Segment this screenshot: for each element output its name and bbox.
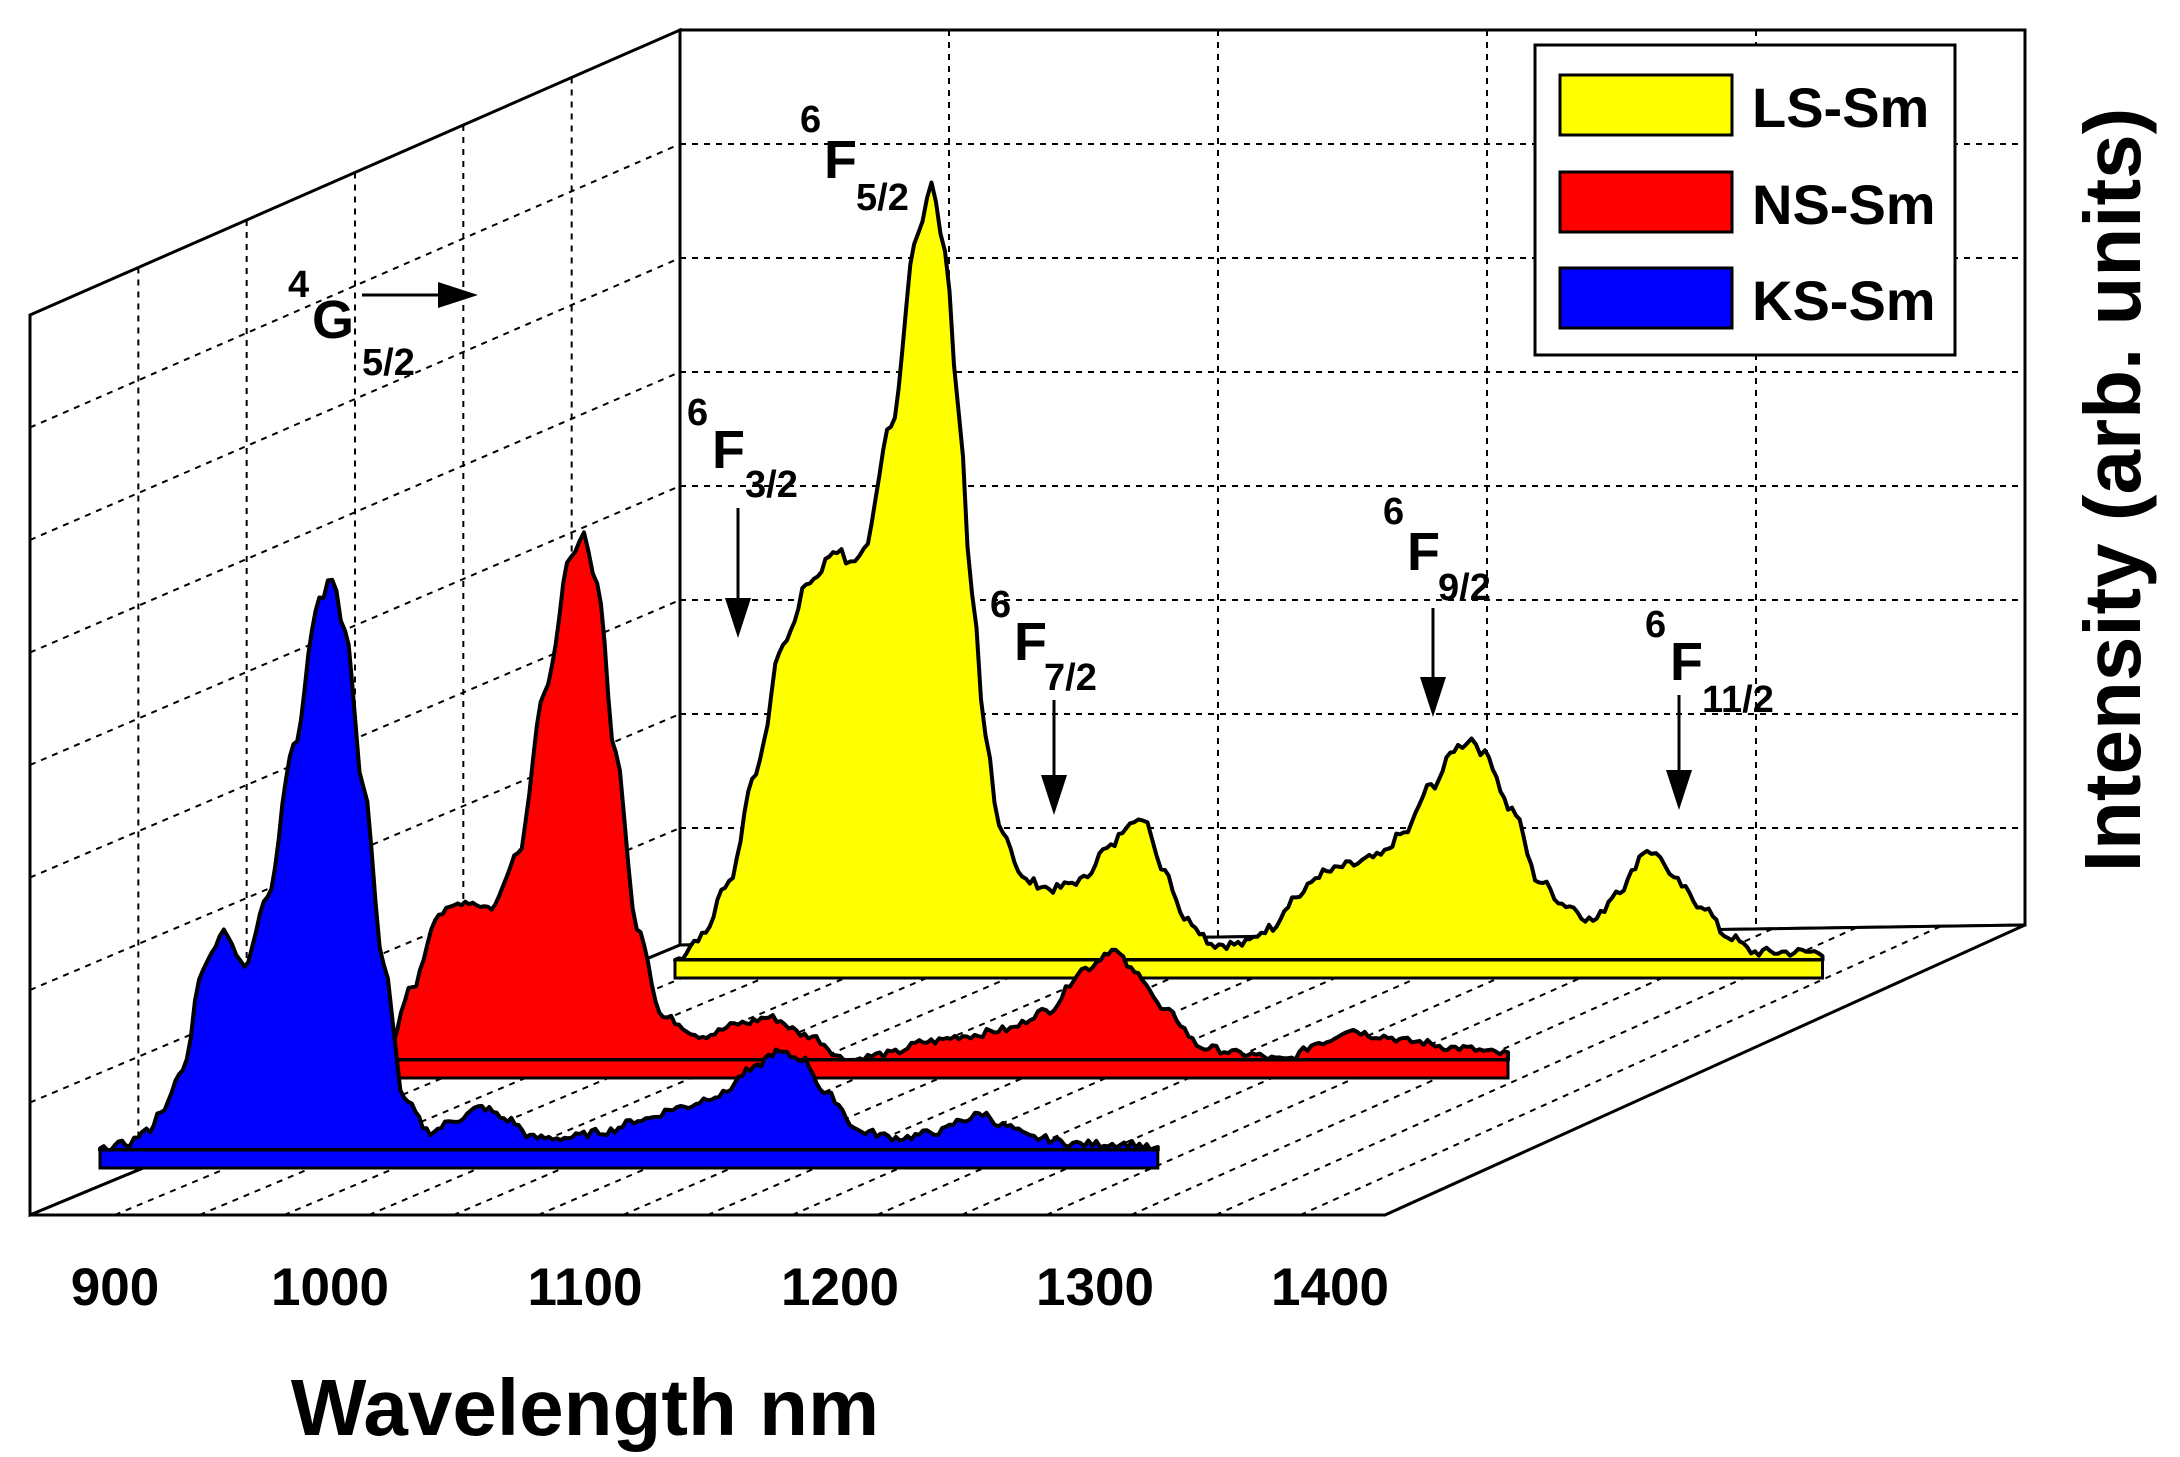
x-axis-ticks: 900 1000 1100 1200 1300 1400 xyxy=(71,1258,1389,1317)
annotation-6f72: 6 F 7/2 xyxy=(990,584,1097,815)
arrow-head-icon xyxy=(438,282,478,308)
grid-line xyxy=(29,485,681,766)
series-ns-sm xyxy=(384,530,1510,1080)
grid-line xyxy=(1299,925,1942,1216)
series-baseline xyxy=(673,958,1824,980)
annotation-superscript: 6 xyxy=(1645,604,1666,646)
annotation-letter: G xyxy=(312,290,354,350)
legend-label-ls-sm: LS-Sm xyxy=(1752,76,1929,139)
annotation-subscript: 9/2 xyxy=(1438,567,1491,609)
x-tick-label: 1400 xyxy=(1271,1258,1389,1317)
x-axis-label: Wavelength nm xyxy=(291,1363,879,1452)
arrow-head-icon xyxy=(1041,775,1067,815)
series-baseline xyxy=(98,1148,1160,1170)
grid-line xyxy=(29,257,681,541)
annotation-6f32: 6 F 3/2 xyxy=(687,392,798,638)
legend-swatch-ns-sm xyxy=(1558,170,1734,234)
annotation-letter: F xyxy=(1670,632,1703,692)
annotation-6f112: 6 F 11/2 xyxy=(1645,604,1774,810)
annotation-letter: F xyxy=(824,130,857,190)
legend-swatch-ls-sm xyxy=(1558,73,1734,137)
arrow-head-icon xyxy=(1420,677,1446,717)
x-tick-label: 1000 xyxy=(271,1258,389,1317)
series-area xyxy=(384,530,1510,1062)
arrow-head-icon xyxy=(725,598,751,638)
x-tick-label: 1100 xyxy=(528,1258,643,1317)
annotation-superscript: 6 xyxy=(990,584,1011,626)
arrow-head-icon xyxy=(1666,770,1692,810)
annotation-subscript: 5/2 xyxy=(856,177,909,219)
annotations: 4 G 5/2 6 F 5/2 6 F 3/2 6 F 7/2 6 F xyxy=(288,99,1774,815)
x-tick-label: 1300 xyxy=(1036,1258,1154,1317)
annotation-subscript: 5/2 xyxy=(362,342,415,384)
series-ks-sm xyxy=(98,577,1160,1170)
y-axis-label: Intensity (arb. units) xyxy=(2068,108,2157,873)
series-area xyxy=(673,180,1825,962)
legend-label-ns-sm: NS-Sm xyxy=(1752,173,1936,236)
annotation-subscript: 11/2 xyxy=(1702,679,1774,721)
x-tick-label: 900 xyxy=(71,1258,159,1317)
annotation-6f92: 6 F 9/2 xyxy=(1383,491,1491,717)
legend-label-ks-sm: KS-Sm xyxy=(1752,269,1936,332)
annotation-superscript: 4 xyxy=(288,264,309,306)
series-area xyxy=(98,577,1160,1152)
grid-line xyxy=(1215,926,1858,1216)
annotation-letter: F xyxy=(1014,612,1047,672)
series-ls-sm xyxy=(673,180,1825,980)
annotation-6f52: 6 F 5/2 xyxy=(800,99,909,219)
annotation-4g52: 4 G 5/2 xyxy=(288,264,478,384)
legend: LS-Sm NS-Sm KS-Sm xyxy=(1533,43,1957,357)
series-baseline xyxy=(384,1058,1510,1080)
legend-swatch-ks-sm xyxy=(1558,266,1734,330)
annotation-subscript: 3/2 xyxy=(745,464,798,506)
annotation-letter: F xyxy=(712,420,745,480)
annotation-subscript: 7/2 xyxy=(1044,657,1097,699)
x-tick-label: 1200 xyxy=(781,1258,899,1317)
annotation-superscript: 6 xyxy=(687,392,708,434)
annotation-letter: F xyxy=(1407,522,1440,582)
annotation-superscript: 6 xyxy=(1383,491,1404,533)
annotation-superscript: 6 xyxy=(800,99,821,141)
